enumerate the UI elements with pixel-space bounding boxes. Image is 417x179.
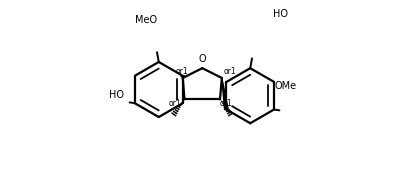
Text: HO: HO (273, 9, 288, 19)
Text: MeO: MeO (135, 15, 157, 25)
Text: or1: or1 (220, 99, 233, 108)
Text: or1: or1 (224, 67, 236, 76)
Polygon shape (181, 76, 184, 78)
Text: OMe: OMe (274, 81, 296, 91)
Text: or1: or1 (176, 67, 188, 76)
Text: HO: HO (109, 90, 124, 100)
Polygon shape (222, 78, 228, 110)
Text: O: O (198, 54, 206, 64)
Text: or1: or1 (168, 99, 181, 108)
